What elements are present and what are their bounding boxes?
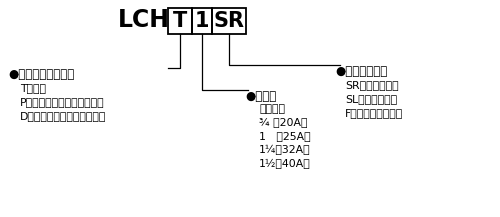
Text: SR: SR xyxy=(214,11,244,31)
Text: P：複式（内管固定タイプ）: P：複式（内管固定タイプ） xyxy=(20,97,104,107)
Bar xyxy=(212,8,246,34)
Text: ●サイズ: ●サイズ xyxy=(245,90,276,103)
Text: 呼称寸法: 呼称寸法 xyxy=(259,104,285,114)
Text: LCH: LCH xyxy=(118,8,170,32)
Text: 1½（40A）: 1½（40A） xyxy=(259,159,311,169)
Text: SR：右ネジ取付: SR：右ネジ取付 xyxy=(345,80,399,90)
Text: ¾ （20A）: ¾ （20A） xyxy=(259,117,308,127)
Text: ●取り合い形状: ●取り合い形状 xyxy=(335,65,387,78)
Text: 1   （25A）: 1 （25A） xyxy=(259,131,310,141)
Text: T：単式: T：単式 xyxy=(20,83,46,93)
Bar xyxy=(192,8,212,34)
Text: T: T xyxy=(173,11,187,31)
Text: 1: 1 xyxy=(195,11,209,31)
Bar xyxy=(168,8,192,34)
Text: D：複式（内管回転タイプ）: D：複式（内管回転タイプ） xyxy=(20,111,106,121)
Text: SL：左ネジ取付: SL：左ネジ取付 xyxy=(345,94,397,104)
Text: ●流路及び内管方式: ●流路及び内管方式 xyxy=(8,68,74,81)
Text: F　：フランジ取付: F ：フランジ取付 xyxy=(345,108,403,118)
Text: 1¼（32A）: 1¼（32A） xyxy=(259,145,310,155)
